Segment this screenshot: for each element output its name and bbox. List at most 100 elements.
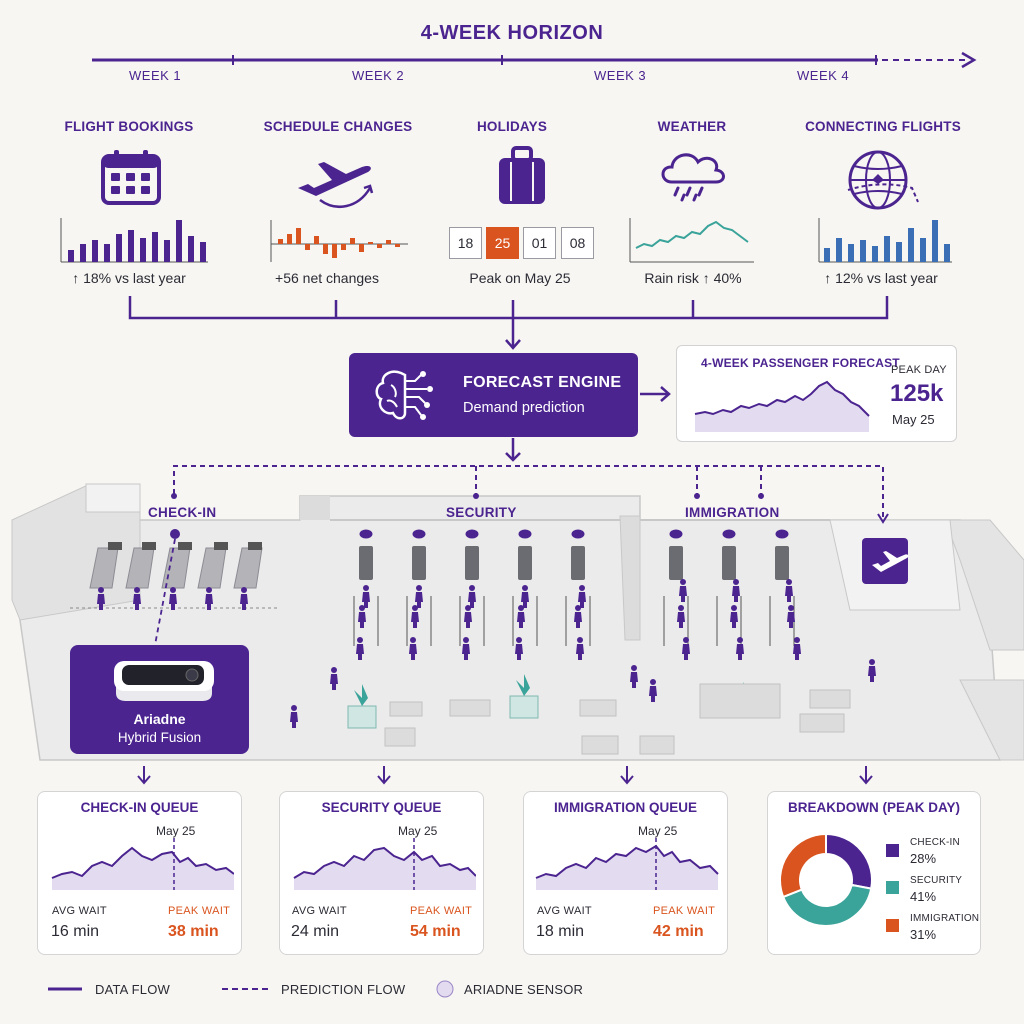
sensor-device-icon	[114, 661, 214, 701]
breakdown-label-checkin: CHECK-IN	[910, 837, 960, 848]
passenger-icon	[736, 644, 744, 660]
screening-lane	[722, 546, 736, 580]
schedule-changes-bars	[270, 220, 408, 262]
passenger-icon	[409, 644, 417, 660]
passenger-icon	[98, 587, 104, 593]
passenger-icon	[522, 585, 528, 591]
legend-swatch-checkin	[886, 844, 899, 857]
holiday-date-peak: 25	[486, 227, 519, 259]
passenger-icon	[516, 637, 522, 643]
passenger-icon	[785, 586, 793, 602]
donut-slice-security	[781, 883, 873, 927]
peak-day-value: 125k	[890, 380, 944, 407]
immigration-queue-card: IMMIGRATION QUEUE May 25 AVG WAIT PEAK W…	[523, 791, 728, 955]
security-queue-card: SECURITY QUEUE May 25 AVG WAIT PEAK WAIT…	[279, 791, 484, 955]
donut-slice-immigration	[779, 832, 827, 899]
peak-day-label: PEAK DAY	[891, 364, 947, 376]
passenger-icon	[465, 605, 471, 611]
factor-title-flight-bookings: FLIGHT BOOKINGS	[64, 119, 194, 134]
passenger-icon	[518, 605, 524, 611]
passenger-icon	[134, 587, 140, 593]
factor-caption-connecting-flights: ↑ 12% vs last year	[824, 270, 938, 286]
passenger-icon	[678, 605, 684, 611]
week-2-label: WEEK 2	[352, 68, 405, 83]
passenger-icon	[331, 667, 337, 673]
weather-line-chart	[629, 218, 754, 263]
passenger-icon	[464, 612, 472, 628]
prediction-flow-connector	[171, 438, 889, 524]
queue-arrows	[137, 766, 873, 785]
passenger-icon	[521, 592, 529, 608]
breakdown-donut-chart	[779, 832, 873, 927]
passenger-icon	[631, 665, 637, 671]
data-flow-connector	[128, 296, 889, 350]
sensor-subtitle: Hybrid Fusion	[117, 730, 202, 745]
queue-marker-date: May 25	[156, 824, 196, 838]
timeline-axis	[92, 51, 977, 69]
passenger-icon	[169, 594, 177, 610]
passenger-icon	[415, 592, 423, 608]
factor-caption-weather: Rain risk ↑ 40%	[644, 270, 742, 286]
passenger-icon	[515, 644, 523, 660]
engine-subtitle: Demand prediction	[463, 400, 585, 416]
passenger-icon	[680, 579, 686, 585]
passenger-icon	[574, 612, 582, 628]
legend-swatch-security	[886, 881, 899, 894]
week-1-label: WEEK 1	[129, 68, 182, 83]
passenger-forecast-card: 4-WEEK PASSENGER FORECAST PEAK DAY 125k …	[676, 345, 957, 442]
connecting-flights-bars	[818, 218, 952, 263]
holiday-date-3: 01	[523, 227, 556, 259]
peak-wait-label: PEAK WAIT	[410, 905, 473, 917]
passenger-icon	[133, 594, 141, 610]
passenger-icon	[410, 637, 416, 643]
avg-wait-label: AVG WAIT	[52, 905, 107, 917]
screening-lane	[412, 546, 426, 580]
passenger-icon	[683, 637, 689, 643]
queue-title: CHECK-IN QUEUE	[80, 800, 199, 815]
engine-to-forecast-arrow	[640, 386, 671, 402]
breakdown-value-checkin: 28%	[910, 851, 937, 866]
passenger-icon	[677, 612, 685, 628]
passenger-icon	[362, 592, 370, 608]
globe-icon	[847, 150, 919, 210]
legend-swatch-immigration	[886, 919, 899, 932]
passenger-icon	[650, 679, 656, 685]
queue-marker-date: May 25	[638, 824, 678, 838]
legend-prediction-flow: PREDICTION FLOW	[281, 982, 406, 997]
passenger-icon	[468, 592, 476, 608]
terminal-floor-plan	[11, 483, 1024, 761]
passenger-icon	[291, 705, 297, 711]
security-queue-chart	[293, 838, 476, 890]
passenger-icon	[359, 605, 365, 611]
screening-lane	[465, 546, 479, 580]
zone-label-immigration: IMMIGRATION	[685, 505, 780, 520]
passenger-icon	[794, 637, 800, 643]
passenger-icon	[240, 594, 248, 610]
forecast-title: 4-WEEK PASSENGER FORECAST	[701, 356, 900, 370]
avg-wait-value: 18 min	[536, 923, 585, 940]
passenger-icon	[517, 612, 525, 628]
suitcase-icon	[499, 146, 545, 204]
peak-wait-label: PEAK WAIT	[168, 905, 231, 917]
factor-title-connecting-flights: CONNECTING FLIGHTS	[805, 119, 961, 134]
passenger-icon	[868, 666, 876, 682]
legend-ariadne-sensor: ARIADNE SENSOR	[464, 982, 584, 997]
passenger-icon	[356, 644, 364, 660]
passenger-icon	[786, 579, 792, 585]
peak-wait-value: 42 min	[653, 923, 704, 940]
passenger-icon	[730, 612, 738, 628]
passenger-icon	[469, 585, 475, 591]
passenger-icon	[330, 674, 338, 690]
brain-circuit-icon	[375, 370, 433, 420]
passenger-icon	[170, 587, 176, 593]
passenger-icon	[578, 592, 586, 608]
passenger-icon	[363, 585, 369, 591]
avg-wait-value: 16 min	[51, 923, 100, 940]
passenger-icon	[205, 594, 213, 610]
factor-caption-flight-bookings: ↑ 18% vs last year	[72, 270, 186, 286]
rain-cloud-icon	[661, 153, 725, 202]
week-3-label: WEEK 3	[594, 68, 647, 83]
passenger-icon	[577, 637, 583, 643]
avg-wait-label: AVG WAIT	[292, 905, 347, 917]
holiday-date-1: 18	[449, 227, 482, 259]
